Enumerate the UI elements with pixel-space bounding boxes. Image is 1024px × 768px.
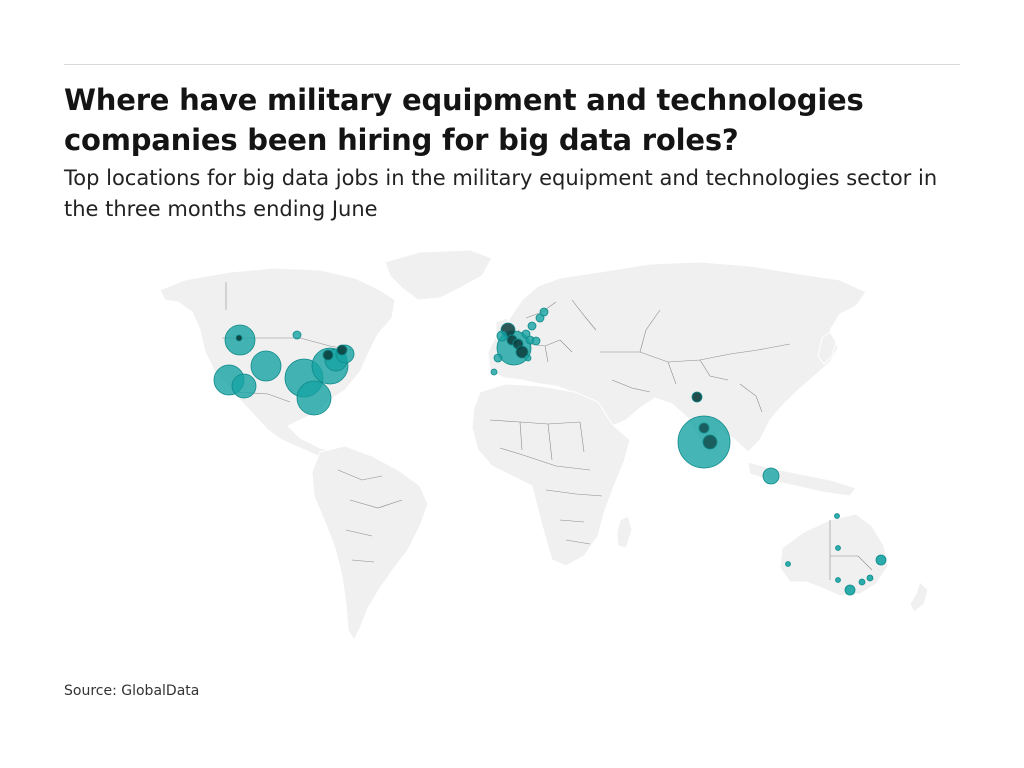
bubble-location xyxy=(322,349,334,361)
bubble-location xyxy=(292,330,302,340)
bubble-location xyxy=(539,307,549,317)
bubble-location xyxy=(235,334,243,342)
top-divider xyxy=(64,64,960,65)
bubble-location xyxy=(835,577,841,583)
borders-asia xyxy=(600,309,791,413)
bubble-location xyxy=(527,321,537,331)
bubble-location xyxy=(493,353,503,363)
bubble-location xyxy=(762,467,780,485)
landmass-madagascar xyxy=(616,515,633,549)
borders-australia xyxy=(829,520,873,580)
borders-africa xyxy=(489,419,603,545)
hiring-location-bubbles xyxy=(213,307,887,596)
landmass-greenland xyxy=(384,249,493,301)
bubble-location xyxy=(691,391,703,403)
bubble-location xyxy=(835,545,841,551)
chart-subtitle: Top locations for big data jobs in the m… xyxy=(64,166,938,221)
chart-title: Where have military equipment and techno… xyxy=(64,83,864,157)
bubble-location xyxy=(521,329,531,339)
landmass-new-zealand xyxy=(909,581,929,613)
bubble-location xyxy=(834,513,840,519)
landmass-japan xyxy=(817,331,837,365)
bubble-location xyxy=(296,380,332,416)
bubble-location xyxy=(524,354,532,362)
bubble-location xyxy=(875,554,887,566)
bubble-location xyxy=(496,330,508,342)
bubble-location xyxy=(490,368,498,376)
source-note: Source: GlobalData xyxy=(64,683,200,699)
borders-south-america xyxy=(337,469,403,563)
bubble-location xyxy=(515,345,529,359)
bubble-location xyxy=(866,574,874,582)
landmass-australia xyxy=(779,513,889,597)
landmass-africa xyxy=(471,383,631,567)
bubble-location xyxy=(535,313,545,323)
bubble-location xyxy=(858,578,866,586)
bubble-location xyxy=(698,422,710,434)
bubble-location xyxy=(336,344,348,356)
bubble-location xyxy=(785,561,791,567)
landmass-south-america xyxy=(311,445,429,642)
world-map xyxy=(159,249,929,642)
bubble-location xyxy=(250,350,282,382)
bubble-location xyxy=(702,434,718,450)
bubble-location xyxy=(531,336,541,346)
bubble-location xyxy=(844,584,856,596)
bubble-location xyxy=(231,373,257,399)
